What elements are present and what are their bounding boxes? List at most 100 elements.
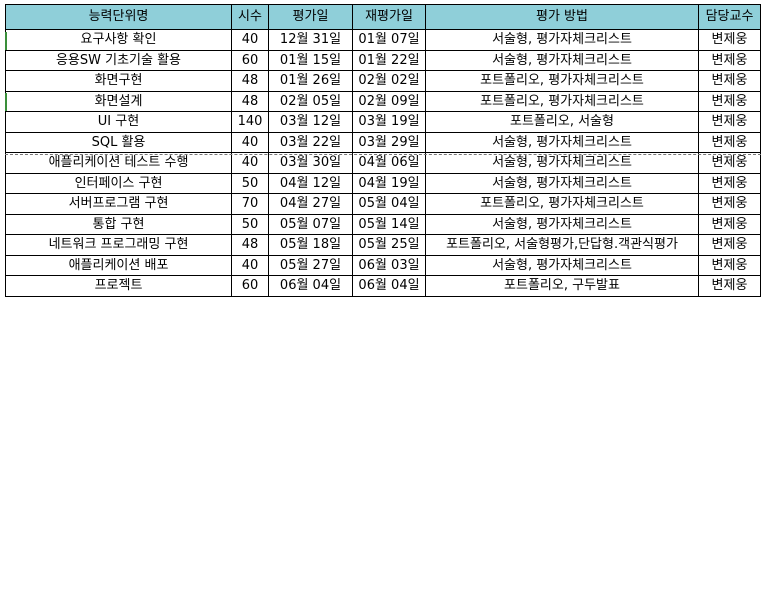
cell-hours[interactable]: 60 <box>231 275 269 297</box>
cell-reeval-date[interactable]: 04월 06일 <box>352 152 426 174</box>
cell-professor[interactable]: 변제웅 <box>698 49 761 71</box>
cell-eval-date[interactable]: 06월 04일 <box>268 275 353 297</box>
table-row: 프로젝트 60 06월 04일 06월 04일 포트폴리오, 구두발표 변제웅 <box>5 275 761 297</box>
cell-hours[interactable]: 40 <box>231 29 269 51</box>
cell-eval-date[interactable]: 01월 15일 <box>268 49 353 71</box>
cell-eval-date[interactable]: 04월 12일 <box>268 172 353 194</box>
cell-unit[interactable]: SQL 활용 <box>5 131 232 153</box>
table-row: UI 구현 140 03월 12일 03월 19일 포트폴리오, 서술형 변제웅 <box>5 111 761 133</box>
table-row: 네트워크 프로그래밍 구현 48 05월 18일 05월 25일 포트폴리오, 서술형평… <box>5 234 761 256</box>
cell-reeval-date[interactable]: 02월 02일 <box>352 70 426 92</box>
cell-method[interactable]: 서술형, 평가자체크리스트 <box>425 131 699 153</box>
cell-professor[interactable]: 변제웅 <box>698 275 761 297</box>
cell-reeval-date[interactable]: 02월 09일 <box>352 90 426 112</box>
cell-eval-date[interactable]: 04월 27일 <box>268 193 353 215</box>
cell-reeval-date[interactable]: 01월 07일 <box>352 29 426 51</box>
cell-method[interactable]: 포트폴리오, 서술형평가,단답형.객관식평가 <box>425 234 699 256</box>
cell-professor[interactable]: 변제웅 <box>698 213 761 235</box>
cell-method[interactable]: 서술형, 평가자체크리스트 <box>425 172 699 194</box>
cell-reeval-date[interactable]: 05월 25일 <box>352 234 426 256</box>
cell-professor[interactable]: 변제웅 <box>698 172 761 194</box>
cell-method[interactable]: 포트폴리오, 평가자체크리스트 <box>425 193 699 215</box>
evaluation-schedule-table: 능력단위명 시수 평가일 재평가일 평가 방법 담당교수 요구사항 확인 40 12… <box>5 4 761 297</box>
column-header-unit[interactable]: 능력단위명 <box>5 4 232 30</box>
cell-unit[interactable]: 요구사항 확인 <box>5 29 232 51</box>
cell-eval-date[interactable]: 05월 18일 <box>268 234 353 256</box>
column-header-eval-date[interactable]: 평가일 <box>268 4 353 30</box>
cell-professor[interactable]: 변제웅 <box>698 254 761 276</box>
cell-eval-date[interactable]: 02월 05일 <box>268 90 353 112</box>
table-row: 애플리케이션 배포 40 05월 27일 06월 03일 서술형, 평가자체크리스트 변제… <box>5 254 761 276</box>
cell-method[interactable]: 서술형, 평가자체크리스트 <box>425 49 699 71</box>
cell-hours[interactable]: 40 <box>231 131 269 153</box>
cell-hours[interactable]: 48 <box>231 70 269 92</box>
cell-unit[interactable]: UI 구현 <box>5 111 232 133</box>
cell-unit[interactable]: 통합 구현 <box>5 213 232 235</box>
cell-method[interactable]: 서술형, 평가자체크리스트 <box>425 213 699 235</box>
cell-hours[interactable]: 48 <box>231 234 269 256</box>
cell-method[interactable]: 포트폴리오, 평가자체크리스트 <box>425 70 699 92</box>
cell-unit[interactable]: 서버프로그램 구현 <box>5 193 232 215</box>
cell-reeval-date[interactable]: 06월 04일 <box>352 275 426 297</box>
cell-unit[interactable]: 응용SW 기초기술 활용 <box>5 49 232 71</box>
column-header-hours[interactable]: 시수 <box>231 4 269 30</box>
cell-unit[interactable]: 애플리케이션 테스트 수행 <box>5 152 232 174</box>
column-header-professor[interactable]: 담당교수 <box>698 4 761 30</box>
cell-hours[interactable]: 50 <box>231 213 269 235</box>
cell-professor[interactable]: 변제웅 <box>698 234 761 256</box>
table-row: 서버프로그램 구현 70 04월 27일 05월 04일 포트폴리오, 평가자체크리스트… <box>5 193 761 215</box>
cell-hours[interactable]: 40 <box>231 152 269 174</box>
cell-method[interactable]: 서술형, 평가자체크리스트 <box>425 152 699 174</box>
table-row: SQL 활용 40 03월 22일 03월 29일 서술형, 평가자체크리스트 변제웅 <box>5 131 761 153</box>
cell-unit[interactable]: 프로젝트 <box>5 275 232 297</box>
row-marker <box>0 93 7 111</box>
cell-reeval-date[interactable]: 05월 04일 <box>352 193 426 215</box>
cell-hours[interactable]: 60 <box>231 49 269 71</box>
cell-unit[interactable]: 화면설계 <box>5 90 232 112</box>
cell-professor[interactable]: 변제웅 <box>698 111 761 133</box>
cell-hours[interactable]: 140 <box>231 111 269 133</box>
page-break-line <box>5 154 761 155</box>
table-row: 요구사항 확인 40 12월 31일 01월 07일 서술형, 평가자체크리스트 변제웅 <box>5 29 761 51</box>
cell-reeval-date[interactable]: 05월 14일 <box>352 213 426 235</box>
cell-method[interactable]: 서술형, 평가자체크리스트 <box>425 254 699 276</box>
cell-eval-date[interactable]: 05월 07일 <box>268 213 353 235</box>
cell-unit[interactable]: 화면구현 <box>5 70 232 92</box>
cell-method[interactable]: 포트폴리오, 서술형 <box>425 111 699 133</box>
cell-eval-date[interactable]: 01월 26일 <box>268 70 353 92</box>
table-row: 화면설계 48 02월 05일 02월 09일 포트폴리오, 평가자체크리스트 변제웅 <box>5 90 761 112</box>
table-row: 인터페이스 구현 50 04월 12일 04월 19일 서술형, 평가자체크리스트 변제웅 <box>5 172 761 194</box>
column-header-reeval-date[interactable]: 재평가일 <box>352 4 426 30</box>
table-row: 통합 구현 50 05월 07일 05월 14일 서술형, 평가자체크리스트 변제웅 <box>5 213 761 235</box>
cell-professor[interactable]: 변제웅 <box>698 29 761 51</box>
cell-method[interactable]: 서술형, 평가자체크리스트 <box>425 29 699 51</box>
table-row: 애플리케이션 테스트 수행 40 03월 30일 04월 06일 서술형, 평가자체크리… <box>5 152 761 174</box>
cell-hours[interactable]: 48 <box>231 90 269 112</box>
cell-eval-date[interactable]: 12월 31일 <box>268 29 353 51</box>
cell-reeval-date[interactable]: 04월 19일 <box>352 172 426 194</box>
cell-professor[interactable]: 변제웅 <box>698 70 761 92</box>
column-header-method[interactable]: 평가 방법 <box>425 4 699 30</box>
cell-reeval-date[interactable]: 03월 19일 <box>352 111 426 133</box>
cell-unit[interactable]: 애플리케이션 배포 <box>5 254 232 276</box>
cell-hours[interactable]: 50 <box>231 172 269 194</box>
header-row: 능력단위명 시수 평가일 재평가일 평가 방법 담당교수 <box>5 4 761 30</box>
cell-hours[interactable]: 40 <box>231 254 269 276</box>
cell-method[interactable]: 포트폴리오, 구두발표 <box>425 275 699 297</box>
cell-eval-date[interactable]: 03월 30일 <box>268 152 353 174</box>
cell-eval-date[interactable]: 03월 22일 <box>268 131 353 153</box>
cell-reeval-date[interactable]: 01월 22일 <box>352 49 426 71</box>
cell-professor[interactable]: 변제웅 <box>698 152 761 174</box>
cell-unit[interactable]: 네트워크 프로그래밍 구현 <box>5 234 232 256</box>
table-row: 화면구현 48 01월 26일 02월 02일 포트폴리오, 평가자체크리스트 변제웅 <box>5 70 761 92</box>
cell-reeval-date[interactable]: 03월 29일 <box>352 131 426 153</box>
cell-eval-date[interactable]: 03월 12일 <box>268 111 353 133</box>
cell-unit[interactable]: 인터페이스 구현 <box>5 172 232 194</box>
cell-professor[interactable]: 변제웅 <box>698 131 761 153</box>
cell-method[interactable]: 포트폴리오, 평가자체크리스트 <box>425 90 699 112</box>
cell-reeval-date[interactable]: 06월 03일 <box>352 254 426 276</box>
cell-professor[interactable]: 변제웅 <box>698 193 761 215</box>
cell-professor[interactable]: 변제웅 <box>698 90 761 112</box>
cell-eval-date[interactable]: 05월 27일 <box>268 254 353 276</box>
cell-hours[interactable]: 70 <box>231 193 269 215</box>
